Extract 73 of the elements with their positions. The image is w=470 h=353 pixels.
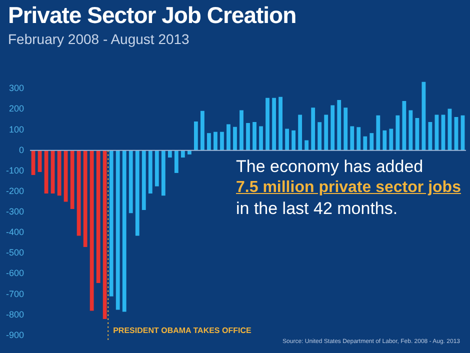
bar xyxy=(324,114,328,150)
y-tick-label: 300 xyxy=(8,83,24,94)
bar xyxy=(142,150,146,210)
bar xyxy=(200,110,204,150)
y-tick-label: -900 xyxy=(6,330,24,340)
bar xyxy=(102,150,107,319)
bar xyxy=(415,118,420,150)
bar xyxy=(408,110,413,150)
bar xyxy=(220,132,224,150)
bar xyxy=(370,133,374,150)
y-tick-label: 200 xyxy=(8,104,24,114)
y-tick-label: -500 xyxy=(6,248,24,258)
bar xyxy=(214,132,218,150)
chart-subtitle: February 2008 - August 2013 xyxy=(8,31,190,47)
bar xyxy=(382,130,387,150)
y-tick-label: -700 xyxy=(6,288,24,299)
bar xyxy=(304,140,309,150)
bar xyxy=(356,127,361,150)
bar xyxy=(226,124,230,150)
bar xyxy=(154,150,159,186)
bar xyxy=(298,114,302,150)
y-tick-label: -300 xyxy=(6,206,24,217)
bar xyxy=(318,122,322,150)
bar xyxy=(311,108,316,150)
y-tick-label: -600 xyxy=(6,268,24,278)
bar xyxy=(168,150,172,158)
y-tick-label: 100 xyxy=(8,124,24,134)
bar xyxy=(180,150,185,158)
chart-title: Private Sector Job Creation xyxy=(8,2,296,29)
bar xyxy=(128,150,133,214)
bar xyxy=(292,130,296,150)
bar xyxy=(278,96,282,150)
bar xyxy=(90,150,94,311)
y-tick-label: -800 xyxy=(6,309,24,320)
bar xyxy=(389,128,394,150)
bar xyxy=(285,128,290,150)
bar xyxy=(161,150,166,196)
bar xyxy=(174,150,178,173)
bar xyxy=(194,122,198,150)
bar xyxy=(83,150,88,248)
bar xyxy=(252,122,256,150)
y-tick-label: -200 xyxy=(6,186,24,196)
bar xyxy=(272,98,276,150)
bar xyxy=(135,150,140,236)
annotation: PRESIDENT OBAMA TAKES OFFICE xyxy=(113,326,252,335)
bar xyxy=(266,98,270,150)
bar xyxy=(330,105,335,150)
bar xyxy=(396,115,400,150)
bar xyxy=(76,150,81,236)
y-tick-label: -400 xyxy=(6,227,24,238)
y-tick-label: 0 xyxy=(19,144,24,155)
bar xyxy=(233,126,237,150)
bar xyxy=(70,150,74,209)
bar xyxy=(246,122,250,150)
bar xyxy=(148,150,152,194)
bar xyxy=(109,150,114,296)
bar xyxy=(122,150,126,312)
bar xyxy=(402,100,406,150)
bar xyxy=(259,126,263,150)
annotation: 7.5 million private sector jobs xyxy=(236,178,462,198)
bar xyxy=(350,126,354,150)
y-tick-label: -100 xyxy=(6,165,24,176)
bar xyxy=(344,108,348,150)
annotation: The economy has added xyxy=(236,156,424,177)
bar xyxy=(240,110,244,150)
bar xyxy=(64,150,68,202)
bar xyxy=(207,133,211,150)
bar xyxy=(96,150,100,283)
bar xyxy=(337,100,342,150)
bar xyxy=(363,136,368,150)
annotation: in the last 42 months. xyxy=(236,198,399,219)
bar xyxy=(376,115,380,150)
bar xyxy=(116,150,120,310)
